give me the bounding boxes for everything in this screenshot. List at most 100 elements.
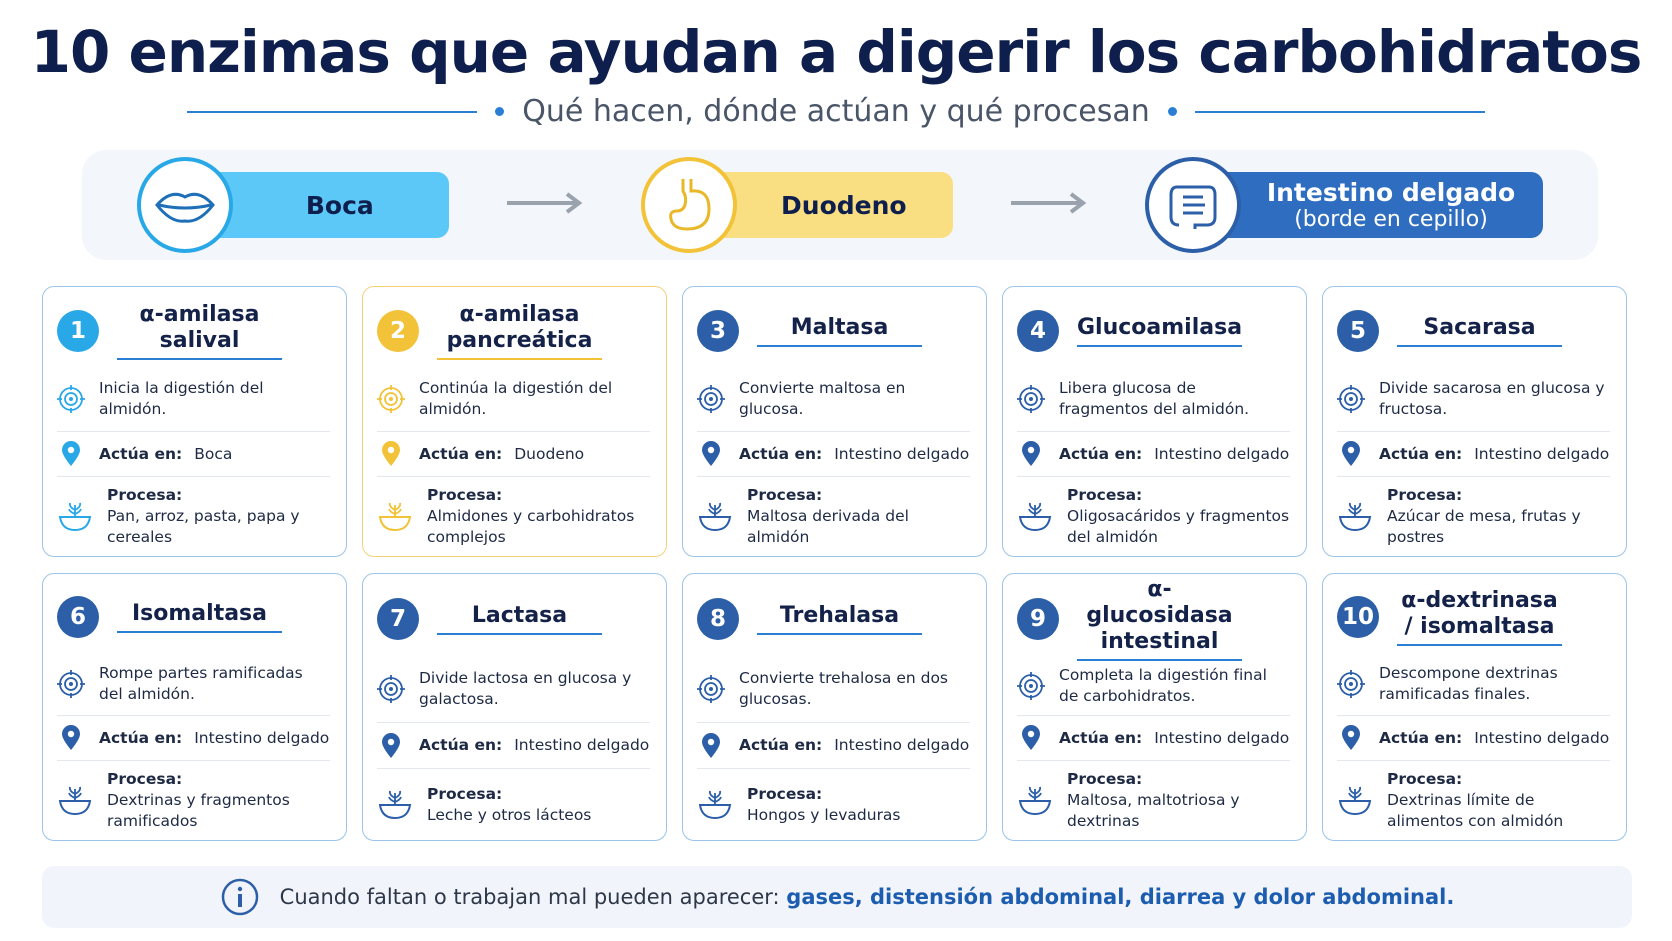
- decoration: [378, 515, 412, 531]
- decoration: [709, 687, 713, 691]
- description: Descompone dextrinas ramificadas finales…: [1379, 663, 1558, 703]
- description-row: Divide lactosa en glucosa y galactosa.: [377, 656, 650, 722]
- enzyme-card: 10 α-dextrinasa / isomaltasa Descompone de…: [1322, 573, 1627, 841]
- acts-label: Actúa en:: [419, 444, 503, 463]
- acts-label: Actúa en:: [1059, 728, 1143, 747]
- decoration: [1024, 391, 1038, 406]
- icon: [668, 179, 711, 231]
- process-label: Procesa:: [1067, 486, 1143, 504]
- icon: [698, 790, 732, 819]
- decoration: [1167, 107, 1177, 116]
- process-text: Procesa: Dextrinas límite de alimentos co…: [1387, 769, 1610, 832]
- process-label: Procesa:: [107, 770, 183, 788]
- card-name: Trehalasa: [757, 603, 922, 635]
- icon: [702, 441, 720, 466]
- stage-label: Intestino delgado: [1266, 178, 1516, 207]
- card-number: 4: [1017, 309, 1059, 352]
- decoration: [62, 725, 80, 750]
- stage: Intestino delgado (borde en cepillo): [1144, 157, 1544, 253]
- location-row: Actúa en: Boca: [57, 431, 330, 476]
- decoration: [697, 384, 725, 413]
- icon: [1018, 786, 1052, 815]
- card-number: 6: [57, 596, 99, 639]
- acts-label: Actúa en:: [739, 444, 823, 463]
- stage-label: Duodeno: [781, 190, 907, 220]
- decoration: [1017, 384, 1045, 413]
- process: Almidones y carbohidratos complejos: [427, 507, 635, 546]
- acts-label: Actúa en:: [739, 736, 823, 754]
- decoration: [389, 396, 393, 401]
- acts-label: Actúa en:: [419, 736, 503, 754]
- decoration: [1017, 671, 1045, 700]
- location: Intestino delgado: [1474, 728, 1610, 747]
- decoration: [154, 192, 215, 223]
- location: Boca: [194, 444, 233, 463]
- decoration: [68, 502, 82, 517]
- icon: [58, 502, 92, 531]
- decoration: [382, 441, 400, 466]
- card-number: 9: [1017, 598, 1059, 640]
- decoration: [68, 786, 82, 801]
- icon: [377, 384, 405, 413]
- location: Intestino delgado: [194, 728, 330, 747]
- stage: Boca: [136, 157, 449, 253]
- icon: [378, 502, 412, 531]
- stages: Boca Duodeno Intestino delgado (borde en ce…: [82, 150, 1598, 260]
- card-header: 2 α-amilasa pancreática: [377, 301, 650, 361]
- card-header: 4 Glucoamilasa: [1017, 301, 1290, 361]
- location-row: Actúa en: Duodeno: [377, 431, 650, 476]
- decoration: [388, 502, 402, 517]
- process-text: Procesa: Pan, arroz, pasta, papa y cereal…: [107, 485, 330, 548]
- location-text: Actúa en: Intestino delgado: [739, 735, 969, 756]
- decoration: [62, 441, 80, 466]
- description-row: Continúa la digestión del almidón.: [377, 367, 650, 431]
- decoration: [1337, 384, 1365, 413]
- icon: [506, 192, 583, 214]
- location-text: Actúa en: Intestino delgado: [419, 735, 649, 756]
- decoration: [187, 110, 478, 113]
- process: Maltosa derivada del almidón: [747, 507, 909, 546]
- decoration: [1024, 678, 1038, 693]
- decoration: [704, 682, 718, 696]
- decoration: [1349, 681, 1353, 686]
- process: Hongos y levaduras: [747, 805, 901, 824]
- process-label: Procesa:: [427, 486, 503, 504]
- process-text: Procesa: Azúcar de mesa, frutas y postres: [1387, 485, 1610, 548]
- decoration: [1029, 683, 1033, 688]
- process-row: Procesa: Dextrinas y fragmentos ramificad…: [57, 760, 330, 840]
- description-row: Descompone dextrinas ramificadas finales…: [1337, 652, 1610, 715]
- decoration: [377, 675, 405, 703]
- process-label: Procesa:: [747, 784, 823, 803]
- description: Libera glucosa de fragmentos del almidón…: [1059, 378, 1250, 418]
- description-row: Divide sacarosa en glucosa y fructosa.: [1337, 367, 1610, 431]
- decoration: [388, 790, 402, 805]
- location-text: Actúa en: Intestino delgado: [1059, 728, 1289, 749]
- cards: 1 α-amilasa salival Inicia la digestión de…: [42, 286, 1632, 841]
- location-text: Actúa en: Intestino delgado: [1059, 444, 1289, 465]
- location-row: Actúa en: Intestino delgado: [697, 431, 970, 476]
- stage-icon: [136, 157, 233, 253]
- process: Maltosa, maltotriosa y dextrinas: [1067, 791, 1240, 830]
- process-label: Procesa:: [427, 784, 503, 803]
- acts-label: Actúa en:: [99, 444, 183, 463]
- decoration: [697, 675, 725, 703]
- enzyme-card: 8 Trehalasa Convierte trehalosa en dos glu…: [682, 573, 987, 841]
- process: Oligosacáridos y fragmentos del almidón: [1067, 507, 1290, 546]
- location: Intestino delgado: [834, 444, 970, 463]
- decoration: [1338, 515, 1372, 531]
- decoration: [1337, 669, 1365, 698]
- description: Convierte maltosa en glucosa.: [739, 378, 906, 418]
- icon: [1337, 384, 1365, 413]
- process: Pan, arroz, pasta, papa y cereales: [107, 507, 300, 546]
- location: Intestino delgado: [514, 736, 650, 754]
- decoration: [1338, 799, 1372, 815]
- decoration: [1347, 446, 1355, 454]
- process-row: Procesa: Almidones y carbohidratos comple…: [377, 476, 650, 556]
- process-text: Procesa: Dextrinas y fragmentos ramificad…: [107, 769, 330, 832]
- card-name: Lactasa: [437, 603, 602, 635]
- description-row: Completa la digestión final de carbohidr…: [1017, 656, 1290, 715]
- description-row: Rompe partes ramificadas del almidón.: [57, 652, 330, 715]
- icon: [697, 675, 725, 703]
- stage-sublabel: (borde en cepillo): [1294, 207, 1488, 232]
- decoration: [1342, 725, 1360, 750]
